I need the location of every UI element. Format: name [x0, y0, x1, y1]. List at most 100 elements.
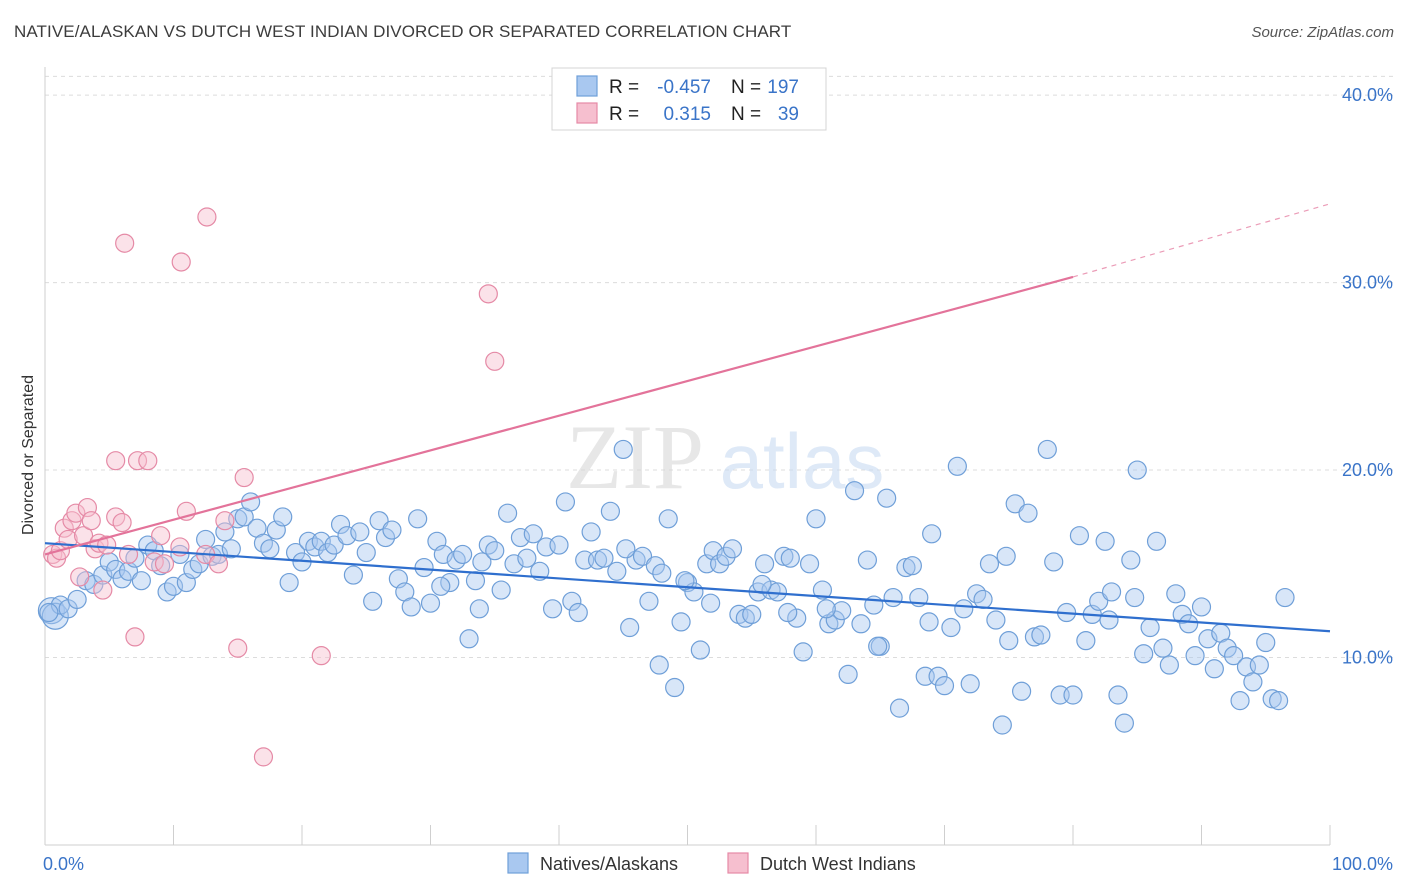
- point-natives-158: [1063, 685, 1083, 705]
- point-natives-27: [221, 539, 241, 559]
- legend-n-value-2: 39: [778, 104, 799, 125]
- point-natives-93: [645, 556, 665, 576]
- legend-r-value-2: 0.315: [663, 104, 711, 125]
- point-natives-150: [1011, 681, 1032, 701]
- point-natives-164: [1101, 582, 1122, 602]
- y-tick-label-40: 40.0%: [1342, 85, 1393, 105]
- point-natives-205: [996, 546, 1016, 566]
- point-natives-141: [954, 599, 974, 619]
- point-natives-68: [485, 541, 505, 561]
- point-natives-83: [581, 522, 601, 542]
- bottom-legend-label-dutch: Dutch West Indians: [760, 854, 916, 874]
- watermark-atlas: atlas: [720, 417, 885, 505]
- point-natives-192: [1125, 587, 1145, 608]
- point-natives-186: [1243, 672, 1263, 692]
- point-natives-48: [356, 542, 376, 563]
- point-natives-13: [131, 571, 151, 591]
- point-natives-154: [1037, 439, 1057, 460]
- legend-swatch-blue: [576, 75, 598, 97]
- point-natives-177: [1185, 646, 1205, 666]
- point-natives-1: [41, 602, 69, 630]
- point-natives-4: [67, 589, 87, 610]
- point-dutch-29: [253, 747, 274, 767]
- point-natives-41: [311, 531, 331, 551]
- bottom-legend-label-natives: Natives/Alaskans: [540, 854, 678, 874]
- point-natives-55: [401, 597, 421, 617]
- point-natives-188: [1256, 632, 1276, 653]
- point-natives-142: [960, 674, 980, 694]
- point-natives-19: [170, 544, 190, 565]
- point-dutch-33: [138, 451, 158, 471]
- legend-r-value-1: -0.457: [657, 77, 711, 98]
- point-natives-10: [112, 569, 132, 589]
- point-dutch-16: [112, 512, 132, 533]
- point-natives-165: [1108, 685, 1128, 705]
- point-natives-86: [600, 501, 621, 521]
- point-natives-46: [343, 565, 363, 585]
- point-natives-194: [816, 599, 836, 619]
- trend-lines: [44, 203, 1331, 633]
- point-natives-97: [671, 612, 691, 632]
- point-natives-94: [652, 563, 672, 583]
- trend-line-natives: [44, 542, 1331, 633]
- point-natives-193: [868, 636, 888, 656]
- point-natives-162: [1089, 591, 1109, 611]
- point-natives-18: [163, 576, 184, 596]
- point-natives-45: [337, 526, 357, 546]
- point-natives-72: [510, 527, 531, 548]
- point-natives-116: [793, 642, 813, 662]
- y-tick-label-30: 30.0%: [1342, 273, 1393, 293]
- point-natives-145: [979, 554, 1000, 574]
- point-dutch-26: [215, 511, 235, 531]
- point-dutch-32: [127, 451, 148, 471]
- series-dutch-west-indians: [43, 207, 505, 767]
- point-natives-187: [1249, 655, 1269, 675]
- point-natives-148: [999, 631, 1019, 651]
- point-natives-73: [517, 548, 537, 568]
- y-tick-label-20: 20.0%: [1342, 460, 1393, 480]
- point-dutch-30: [311, 646, 331, 666]
- point-natives-65: [465, 571, 486, 591]
- y-axis-label: Divorced or Separated: [20, 375, 37, 535]
- point-natives-124: [844, 481, 865, 501]
- point-natives-204: [919, 612, 939, 632]
- point-natives-119: [812, 580, 833, 600]
- point-dutch-36: [197, 207, 217, 227]
- point-natives-174: [1166, 584, 1186, 604]
- point-natives-125: [851, 614, 871, 634]
- point-natives-77: [542, 599, 563, 619]
- point-natives-78: [549, 535, 569, 555]
- point-natives-197: [431, 576, 451, 596]
- point-natives-151: [1018, 503, 1038, 523]
- point-natives-63: [453, 544, 473, 565]
- point-natives-155: [1044, 552, 1064, 572]
- point-natives-138: [934, 676, 955, 696]
- x-tick-label-min: 0.0%: [43, 854, 84, 874]
- point-natives-81: [568, 602, 588, 623]
- point-natives-57: [414, 557, 434, 578]
- trend-line-dutch-extension: [1072, 203, 1331, 278]
- point-natives-147: [992, 715, 1012, 735]
- point-natives-115: [787, 608, 807, 628]
- point-natives-183: [1224, 646, 1244, 666]
- point-natives-103: [710, 554, 730, 574]
- point-natives-203: [39, 602, 59, 623]
- bottom-legend-swatch-natives: [507, 852, 529, 874]
- point-natives-114: [780, 548, 800, 568]
- tick-labels: 10.0% 20.0% 30.0% 40.0% 0.0% 100.0%: [43, 85, 1393, 874]
- point-natives-170: [1140, 617, 1160, 638]
- point-natives-26: [215, 522, 235, 542]
- point-natives-171: [1146, 531, 1167, 551]
- point-natives-182: [1217, 638, 1237, 658]
- point-natives-91: [632, 546, 653, 566]
- point-natives-50: [369, 511, 389, 531]
- point-natives-87: [607, 561, 627, 581]
- point-natives-153: [1031, 625, 1051, 645]
- chart-title: NATIVE/ALASKAN VS DUTCH WEST INDIAN DIVO…: [14, 22, 792, 41]
- point-natives-70: [498, 503, 518, 523]
- source-label: Source: ZipAtlas.com: [1251, 24, 1394, 41]
- point-dutch-7: [70, 567, 90, 587]
- axes: [44, 67, 1331, 846]
- point-natives-130: [883, 587, 903, 608]
- point-natives-160: [1076, 631, 1096, 651]
